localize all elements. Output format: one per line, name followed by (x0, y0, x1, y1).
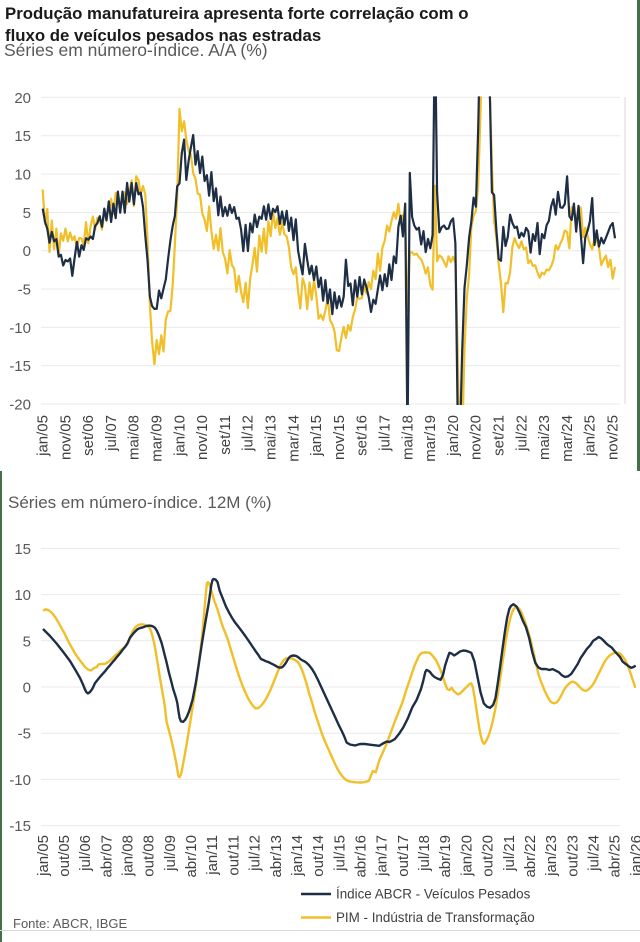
svg-text:jan/20: jan/20 (458, 835, 475, 877)
svg-text:jan/20: jan/20 (445, 415, 462, 457)
svg-text:mai/23: mai/23 (536, 415, 553, 460)
svg-text:mai/13: mai/13 (263, 415, 280, 460)
svg-text:jan/17: jan/17 (374, 835, 391, 877)
svg-text:-15: -15 (9, 818, 31, 835)
svg-text:5: 5 (23, 205, 31, 222)
svg-text:-10: -10 (9, 772, 31, 789)
svg-text:abr/16: abr/16 (353, 835, 370, 878)
svg-text:set/16: set/16 (354, 415, 371, 456)
svg-text:abr/25: abr/25 (607, 835, 624, 878)
svg-text:mar/19: mar/19 (422, 415, 439, 462)
svg-text:out/08: out/08 (141, 835, 158, 877)
svg-text:jul/22: jul/22 (513, 415, 530, 452)
svg-text:nov/10: nov/10 (194, 415, 211, 460)
svg-text:jan/11: jan/11 (204, 835, 221, 876)
svg-text:-15: -15 (9, 358, 31, 375)
svg-text:mar/24: mar/24 (559, 415, 576, 462)
svg-text:jul/17: jul/17 (377, 415, 394, 452)
svg-text:abr/22: abr/22 (522, 835, 539, 878)
svg-text:abr/13: abr/13 (268, 835, 285, 878)
svg-text:15: 15 (14, 128, 31, 145)
svg-text:out/23: out/23 (564, 835, 581, 877)
svg-text:nov/15: nov/15 (331, 415, 348, 460)
svg-text:jan/15: jan/15 (308, 415, 325, 457)
svg-text:-10: -10 (9, 320, 31, 337)
svg-text:jul/18: jul/18 (416, 835, 433, 872)
svg-text:20: 20 (14, 90, 31, 107)
svg-text:jan/10: jan/10 (171, 415, 188, 457)
svg-text:set/11: set/11 (217, 415, 234, 455)
svg-text:jan/26: jan/26 (628, 835, 640, 877)
svg-text:out/05: out/05 (56, 835, 73, 877)
svg-text:set/06: set/06 (80, 415, 97, 456)
svg-text:0: 0 (23, 243, 31, 260)
svg-text:nov/05: nov/05 (57, 415, 74, 460)
svg-text:jan/14: jan/14 (289, 835, 306, 877)
svg-text:10: 10 (14, 587, 31, 604)
svg-text:out/17: out/17 (395, 835, 412, 877)
svg-text:out/14: out/14 (310, 835, 327, 877)
svg-text:mai/18: mai/18 (399, 415, 416, 460)
svg-text:jul/09: jul/09 (162, 835, 179, 872)
svg-text:jul/06: jul/06 (77, 835, 94, 872)
svg-text:abr/10: abr/10 (183, 835, 200, 878)
svg-text:out/20: out/20 (480, 835, 497, 877)
svg-text:jul/12: jul/12 (240, 415, 257, 452)
svg-text:jan/05: jan/05 (35, 835, 52, 877)
svg-text:PIM - Indústria de Transformaç: PIM - Indústria de Transformação (336, 910, 535, 925)
svg-text:Índice ABCR - Veículos Pesados: Índice ABCR - Veículos Pesados (336, 887, 531, 902)
svg-text:5: 5 (23, 633, 31, 650)
svg-text:mar/14: mar/14 (285, 415, 302, 462)
svg-text:nov/20: nov/20 (468, 415, 485, 460)
svg-text:out/11: out/11 (225, 835, 242, 876)
svg-text:abr/19: abr/19 (437, 835, 454, 878)
svg-text:0: 0 (23, 680, 31, 697)
svg-text:-5: -5 (18, 282, 31, 299)
svg-text:mar/09: mar/09 (149, 415, 166, 462)
svg-text:jul/07: jul/07 (103, 415, 120, 452)
svg-text:set/21: set/21 (491, 415, 508, 456)
svg-text:jul/15: jul/15 (331, 835, 348, 872)
svg-text:jan/05: jan/05 (35, 415, 52, 457)
svg-text:jan/23: jan/23 (543, 835, 560, 877)
svg-text:-20: -20 (9, 397, 31, 414)
svg-text:nov/25: nov/25 (605, 415, 622, 460)
svg-text:-5: -5 (18, 726, 31, 743)
svg-text:jul/24: jul/24 (586, 835, 603, 872)
svg-text:jul/21: jul/21 (501, 835, 518, 872)
svg-text:10: 10 (14, 167, 31, 184)
svg-text:jan/08: jan/08 (120, 835, 137, 877)
svg-text:15: 15 (14, 541, 31, 558)
svg-text:jul/12: jul/12 (247, 835, 264, 872)
svg-text:mai/08: mai/08 (126, 415, 143, 460)
svg-text:jan/25: jan/25 (582, 415, 599, 457)
svg-text:abr/07: abr/07 (98, 835, 115, 878)
